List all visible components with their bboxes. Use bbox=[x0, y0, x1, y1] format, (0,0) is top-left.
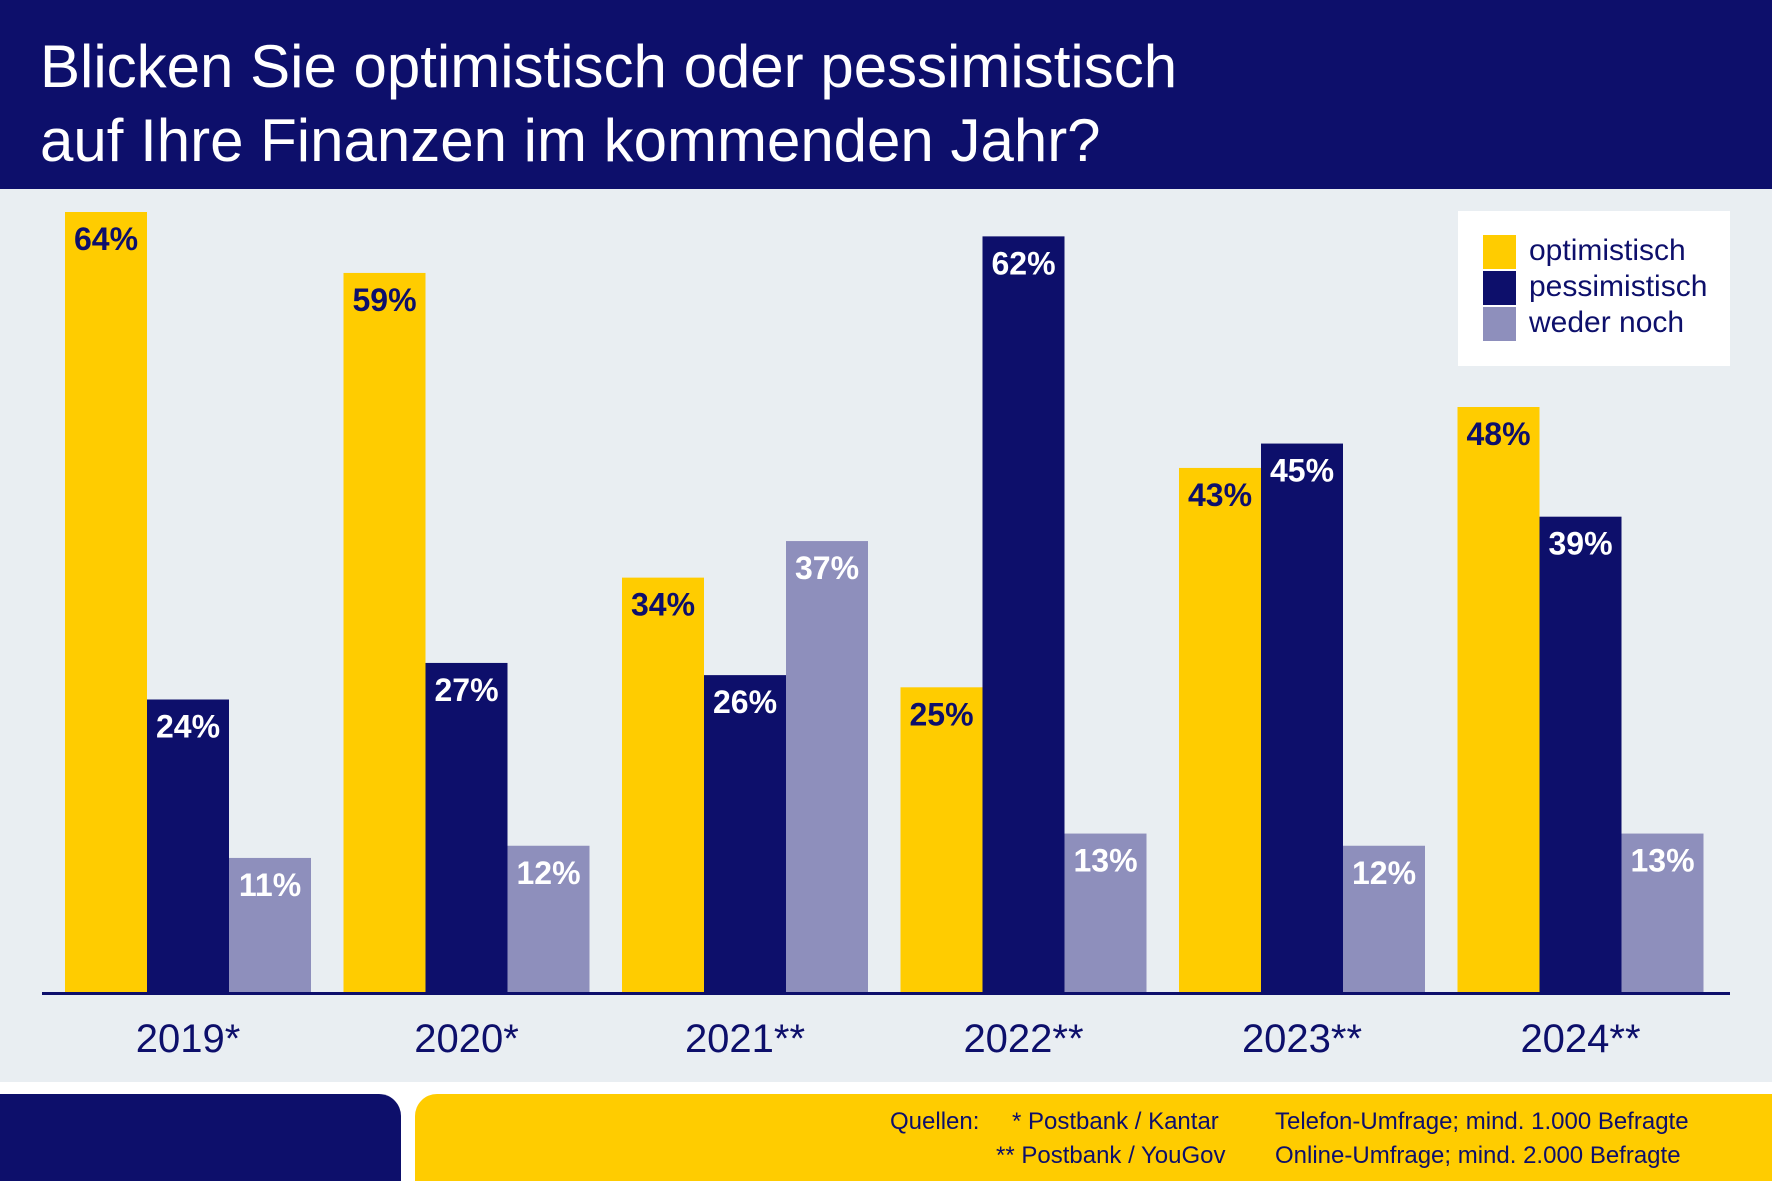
data-label-pessimistisch-1: 27% bbox=[434, 672, 498, 708]
legend-label-pessimistisch: pessimistisch bbox=[1529, 270, 1708, 303]
data-label-optimistisch-0: 64% bbox=[74, 221, 138, 257]
data-label-weder-noch-3: 13% bbox=[1073, 843, 1137, 879]
chart-title-line-1: Blicken Sie optimistisch oder pessimisti… bbox=[40, 33, 1178, 100]
x-tick-label-4: 2023** bbox=[1242, 1017, 1362, 1061]
bar-optimistisch-5 bbox=[1457, 407, 1540, 992]
data-label-pessimistisch-4: 45% bbox=[1270, 453, 1334, 489]
data-label-optimistisch-3: 25% bbox=[909, 696, 973, 732]
data-label-weder-noch-1: 12% bbox=[516, 855, 580, 891]
source1-method: Telefon-Umfrage; mind. 1.000 Befragte bbox=[1275, 1108, 1689, 1135]
data-label-weder-noch-4: 12% bbox=[1352, 855, 1416, 891]
header: Blicken Sie optimistisch oder pessimisti… bbox=[0, 0, 1772, 189]
legend-label-weder-noch: weder noch bbox=[1529, 306, 1685, 339]
data-label-pessimistisch-0: 24% bbox=[156, 709, 220, 745]
x-tick-label-3: 2022** bbox=[963, 1017, 1083, 1061]
bar-pessimistisch-0 bbox=[147, 699, 229, 992]
x-tick-label-2: 2021** bbox=[685, 1017, 805, 1061]
data-label-optimistisch-1: 59% bbox=[352, 282, 416, 318]
bar-optimistisch-0 bbox=[65, 212, 147, 992]
bar-weder-noch-4 bbox=[1343, 845, 1425, 992]
legend-swatch-pessimistisch bbox=[1483, 271, 1516, 305]
bar-pessimistisch-4 bbox=[1261, 443, 1343, 992]
data-label-pessimistisch-3: 62% bbox=[991, 245, 1055, 281]
bar-chart: 64% 24% 11% 2019* 59% 27% 12% 2020* 34% 26% 37% 202… bbox=[42, 212, 1730, 1061]
legend-swatch-optimistisch bbox=[1483, 235, 1516, 269]
source2-method: Online-Umfrage; mind. 2.000 Befragte bbox=[1275, 1142, 1681, 1169]
data-label-pessimistisch-5: 39% bbox=[1548, 526, 1612, 562]
bar-weder-noch-2 bbox=[786, 541, 868, 992]
bar-optimistisch-4 bbox=[1179, 467, 1261, 992]
bar-pessimistisch-2 bbox=[704, 675, 786, 992]
data-label-optimistisch-2: 34% bbox=[631, 587, 695, 623]
data-label-optimistisch-5: 48% bbox=[1466, 416, 1530, 452]
bar-weder-noch-0 bbox=[229, 857, 311, 992]
chart-title-line-2: auf Ihre Finanzen im kommenden Jahr? bbox=[40, 107, 1101, 174]
bar-optimistisch-2 bbox=[622, 577, 704, 992]
source1-name: * Postbank / Kantar bbox=[1012, 1108, 1219, 1135]
source2-name: ** Postbank / YouGov bbox=[996, 1142, 1226, 1169]
bar-optimistisch-1 bbox=[343, 272, 426, 992]
data-label-pessimistisch-2: 26% bbox=[713, 684, 777, 720]
bar-optimistisch-3 bbox=[900, 687, 983, 992]
legend-swatch-weder-noch bbox=[1483, 307, 1516, 341]
bar-weder-noch-3 bbox=[1064, 833, 1147, 992]
bar-weder-noch-1 bbox=[507, 845, 590, 992]
bar-pessimistisch-5 bbox=[1539, 516, 1622, 992]
legend: optimistisch pessimistisch weder noch bbox=[1458, 211, 1730, 366]
bar-pessimistisch-1 bbox=[425, 662, 508, 992]
bar-pessimistisch-3 bbox=[982, 236, 1065, 992]
data-label-optimistisch-4: 43% bbox=[1188, 477, 1252, 513]
data-label-weder-noch-5: 13% bbox=[1630, 843, 1694, 879]
x-tick-label-1: 2020* bbox=[414, 1017, 519, 1061]
x-tick-label-0: 2019* bbox=[136, 1017, 241, 1061]
bar-weder-noch-5 bbox=[1621, 833, 1704, 992]
data-label-weder-noch-2: 37% bbox=[795, 550, 859, 586]
x-tick-label-5: 2024** bbox=[1520, 1017, 1640, 1061]
sources-label: Quellen: bbox=[890, 1108, 980, 1135]
footer-left-panel bbox=[0, 1094, 401, 1181]
footer-sources-panel: Quellen: * Postbank / Kantar Telefon-Umf… bbox=[415, 1094, 1772, 1181]
data-label-weder-noch-0: 11% bbox=[239, 867, 301, 903]
legend-label-optimistisch: optimistisch bbox=[1529, 234, 1686, 267]
